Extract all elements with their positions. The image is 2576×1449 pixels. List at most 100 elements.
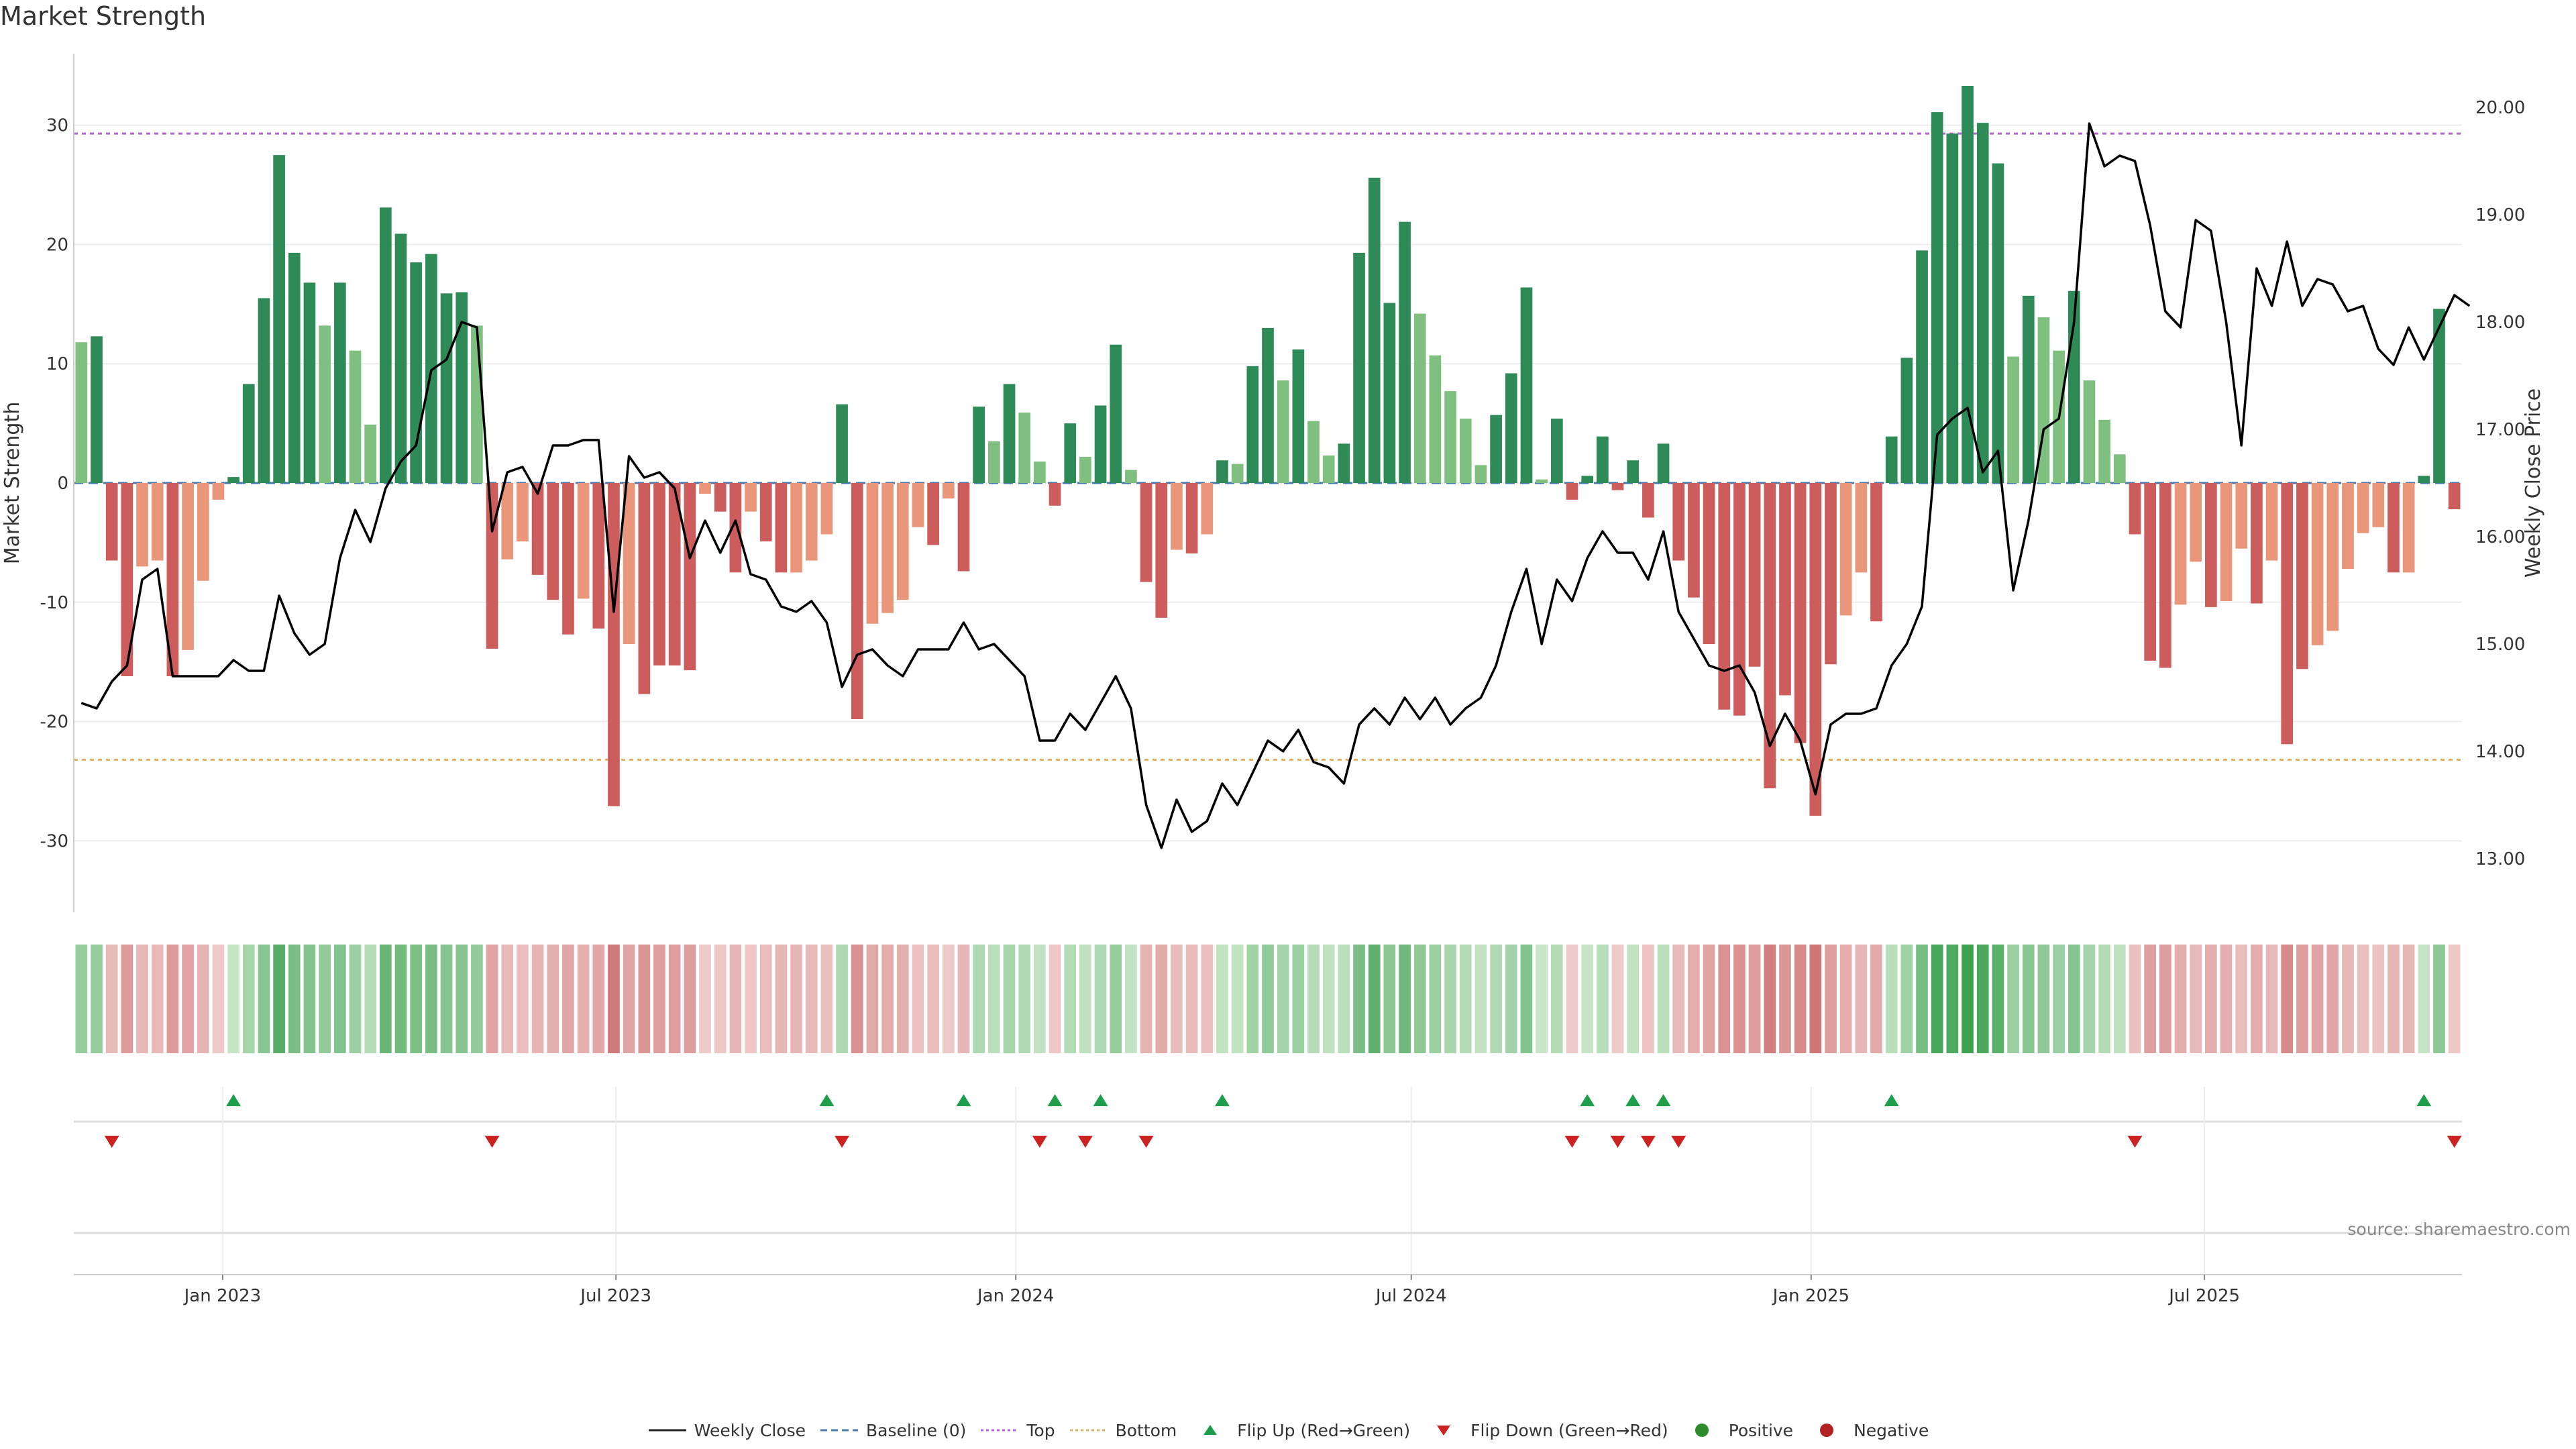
heat-cell	[820, 945, 833, 1053]
heat-cell	[1688, 945, 1700, 1053]
strength-bar	[1262, 327, 1274, 483]
strength-bar	[197, 483, 209, 581]
heat-cell	[91, 945, 103, 1053]
strength-bar	[1490, 415, 1502, 483]
strength-bar	[1459, 419, 1472, 483]
strength-bar	[212, 483, 225, 500]
legend-label: Flip Down (Green→Red)	[1470, 1420, 1668, 1440]
heat-cell	[1155, 945, 1168, 1053]
strength-bar	[1962, 86, 1974, 483]
strength-bar	[623, 483, 635, 644]
heat-cell	[2357, 945, 2369, 1053]
strength-bar	[1383, 303, 1396, 483]
strength-bar	[866, 483, 879, 624]
heat-cell	[2159, 945, 2171, 1053]
heat-cell	[927, 945, 939, 1053]
heat-cell	[2113, 945, 2126, 1053]
strength-bar	[440, 293, 453, 483]
strength-bar	[2235, 483, 2248, 549]
heat-cell	[1079, 945, 1091, 1053]
strength-bar	[912, 483, 924, 527]
strength-bar	[2372, 483, 2385, 527]
strength-bar	[547, 483, 559, 600]
legend-marker-icon	[1203, 1425, 1218, 1435]
strength-bar	[973, 407, 985, 483]
strength-bar	[1733, 483, 1746, 716]
axes: -30 -20 -10 0 10 20 30 13.00 14.00 15.00 16.00 17.0…	[1, 54, 2545, 1306]
heat-cell	[2235, 945, 2248, 1053]
strength-bar	[957, 483, 970, 572]
heat-cell	[182, 945, 194, 1053]
strength-bar	[988, 441, 1000, 483]
heat-cell	[912, 945, 924, 1053]
x-tick-label: Jul 2025	[2167, 1286, 2240, 1306]
y2-tick-label: 19.00	[2475, 205, 2525, 225]
flip-down-marker	[484, 1136, 500, 1148]
heat-cell	[394, 945, 407, 1053]
y2-axis-label: Weekly Close Price	[2522, 388, 2545, 578]
strength-bar	[364, 424, 377, 483]
legend-item: Flip Up (Red→Green)	[1190, 1421, 1410, 1440]
strength-bar	[471, 325, 483, 483]
heat-cell	[1536, 945, 1548, 1053]
heat-cell	[790, 945, 802, 1053]
strength-bar	[531, 483, 544, 575]
strength-bar	[1672, 483, 1685, 561]
strength-bar	[1642, 483, 1654, 518]
heat-cell	[729, 945, 742, 1053]
legend-item: Bottom	[1069, 1421, 1177, 1440]
strength-bar	[2357, 483, 2369, 533]
strength-bar	[1474, 465, 1487, 483]
reference-lines	[74, 132, 2462, 761]
bottom-empty-panel	[74, 1232, 2462, 1275]
heat-cell	[288, 945, 301, 1053]
strength-bar	[1003, 384, 1016, 483]
strength-bar	[745, 483, 757, 512]
heat-cell	[1140, 945, 1152, 1053]
heat-cell	[471, 945, 483, 1053]
heat-cell	[653, 945, 665, 1053]
heat-cell	[547, 945, 559, 1053]
strength-bar	[2159, 483, 2171, 668]
flip-down-marker	[1564, 1136, 1580, 1148]
strength-bar	[1825, 483, 1837, 665]
strength-bar	[562, 483, 574, 635]
strength-bar	[1794, 483, 1807, 743]
strength-bar	[75, 342, 88, 483]
strength-bar	[1718, 483, 1731, 710]
strength-bar	[2144, 483, 2157, 661]
heat-cell	[1474, 945, 1487, 1053]
heat-cell	[136, 945, 148, 1053]
flip-up-marker	[819, 1094, 835, 1106]
y-tick-label: 0	[57, 474, 68, 494]
source-note: source: sharemaestro.com	[2347, 1220, 2571, 1239]
strength-bar	[2205, 483, 2217, 607]
heat-cell	[608, 945, 620, 1053]
strength-bar	[1855, 483, 1868, 573]
strength-bar	[1338, 443, 1350, 483]
strength-bar	[166, 483, 179, 676]
weekly-close-line	[80, 122, 2471, 849]
heat-cell	[896, 945, 909, 1053]
strength-bar	[2387, 483, 2400, 573]
heat-cell	[425, 945, 437, 1053]
strength-bar	[592, 483, 605, 629]
heat-cell	[851, 945, 863, 1053]
heat-cell	[303, 945, 316, 1053]
heat-cell	[1353, 945, 1365, 1053]
strength-bar	[851, 483, 863, 719]
heat-cell	[1201, 945, 1214, 1053]
strength-bar	[1520, 287, 1533, 483]
flip-up-marker	[1656, 1094, 1671, 1106]
heat-cell	[410, 945, 423, 1053]
legend-label: Baseline (0)	[866, 1420, 967, 1440]
strength-bar	[1413, 313, 1426, 483]
strength-bar	[1018, 413, 1031, 483]
strength-bar	[288, 252, 301, 483]
strength-bar	[455, 292, 468, 483]
strength-bar	[258, 298, 270, 483]
strength-bar	[273, 155, 285, 483]
strength-bar	[1049, 483, 1061, 506]
heat-cell	[2265, 945, 2278, 1053]
